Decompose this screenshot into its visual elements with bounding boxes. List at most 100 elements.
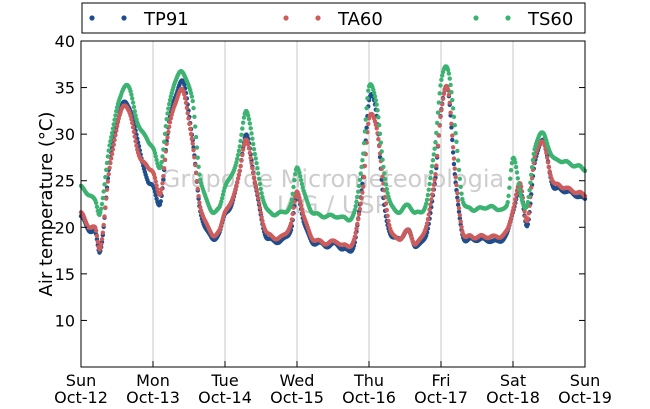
data-point bbox=[250, 165, 255, 171]
data-point bbox=[357, 177, 363, 183]
data-point bbox=[384, 207, 389, 213]
data-point bbox=[100, 230, 106, 235]
data-point bbox=[299, 181, 305, 187]
data-point bbox=[154, 157, 159, 163]
data-point bbox=[425, 216, 431, 222]
data-point bbox=[378, 140, 384, 145]
data-point bbox=[94, 204, 100, 210]
legend-marker bbox=[315, 15, 321, 21]
data-point bbox=[290, 211, 295, 217]
data-point bbox=[512, 201, 517, 206]
data-point bbox=[98, 206, 104, 211]
data-point bbox=[258, 186, 263, 192]
data-point bbox=[257, 205, 263, 211]
data-point bbox=[239, 132, 244, 138]
data-point bbox=[547, 169, 552, 174]
data-point bbox=[298, 174, 303, 179]
data-point bbox=[188, 90, 194, 96]
data-point bbox=[236, 148, 242, 154]
data-point bbox=[298, 199, 303, 204]
data-point bbox=[110, 126, 116, 131]
data-point bbox=[114, 128, 119, 133]
data-point bbox=[514, 170, 520, 175]
data-point bbox=[457, 212, 463, 218]
data-point bbox=[383, 201, 389, 206]
data-point bbox=[445, 87, 451, 92]
x-tick-label-day: Wed bbox=[280, 371, 315, 390]
data-point bbox=[114, 123, 120, 129]
data-point bbox=[195, 186, 200, 192]
data-point bbox=[529, 176, 535, 181]
data-point bbox=[160, 181, 165, 186]
data-point bbox=[153, 179, 158, 184]
data-point bbox=[247, 150, 253, 156]
x-axis: SunOct-12MonOct-13TueOct-14WedOct-15ThuO… bbox=[54, 361, 612, 407]
data-point bbox=[288, 201, 294, 206]
data-point bbox=[459, 191, 464, 196]
data-point bbox=[256, 171, 261, 176]
data-point bbox=[459, 224, 464, 230]
data-point bbox=[112, 117, 117, 123]
data-point bbox=[161, 177, 166, 182]
data-point bbox=[516, 181, 521, 187]
data-point bbox=[356, 216, 361, 222]
data-point bbox=[434, 163, 439, 168]
data-point bbox=[451, 156, 457, 161]
data-point bbox=[152, 175, 158, 181]
data-point bbox=[164, 116, 169, 122]
data-point bbox=[253, 183, 258, 188]
data-point bbox=[103, 205, 108, 210]
data-point bbox=[255, 191, 260, 196]
data-point bbox=[110, 147, 116, 152]
data-point bbox=[545, 160, 551, 165]
data-point bbox=[196, 194, 201, 199]
data-point bbox=[182, 96, 188, 101]
data-point bbox=[158, 199, 163, 204]
data-point bbox=[255, 166, 260, 171]
data-point bbox=[166, 106, 171, 111]
legend-label-TP91: TP91 bbox=[143, 9, 189, 30]
data-point bbox=[426, 187, 431, 192]
data-point bbox=[258, 210, 263, 215]
y-tick-label: 25 bbox=[55, 172, 75, 191]
data-point bbox=[352, 207, 358, 213]
data-point bbox=[435, 110, 441, 115]
data-point bbox=[167, 120, 173, 125]
data-point bbox=[372, 94, 378, 99]
data-point bbox=[458, 184, 463, 190]
data-point bbox=[380, 157, 385, 162]
data-point bbox=[130, 120, 135, 126]
data-point bbox=[130, 100, 136, 105]
data-point bbox=[240, 147, 246, 152]
data-point bbox=[357, 206, 363, 212]
data-point bbox=[360, 190, 365, 195]
data-point bbox=[449, 125, 454, 130]
data-point bbox=[196, 164, 201, 170]
data-point bbox=[195, 155, 200, 160]
data-point bbox=[100, 195, 106, 201]
data-point bbox=[428, 175, 433, 181]
data-point bbox=[191, 147, 196, 153]
data-point bbox=[182, 82, 187, 87]
data-point bbox=[385, 213, 390, 218]
data-point bbox=[439, 77, 444, 83]
data-point bbox=[505, 199, 510, 205]
data-point bbox=[430, 187, 436, 192]
y-tick-label: 15 bbox=[55, 265, 75, 284]
data-point bbox=[251, 175, 257, 180]
data-point bbox=[360, 158, 365, 163]
data-point bbox=[254, 187, 259, 192]
data-point bbox=[104, 187, 110, 192]
data-point bbox=[382, 176, 388, 182]
data-point bbox=[424, 221, 430, 226]
data-point bbox=[446, 71, 452, 76]
data-point bbox=[240, 152, 245, 158]
data-point bbox=[365, 96, 370, 101]
data-point bbox=[432, 146, 437, 151]
data-point bbox=[161, 139, 167, 145]
data-point bbox=[256, 200, 262, 206]
data-point bbox=[510, 208, 515, 214]
data-point bbox=[518, 194, 524, 199]
data-point bbox=[517, 187, 522, 192]
data-point bbox=[518, 191, 523, 196]
